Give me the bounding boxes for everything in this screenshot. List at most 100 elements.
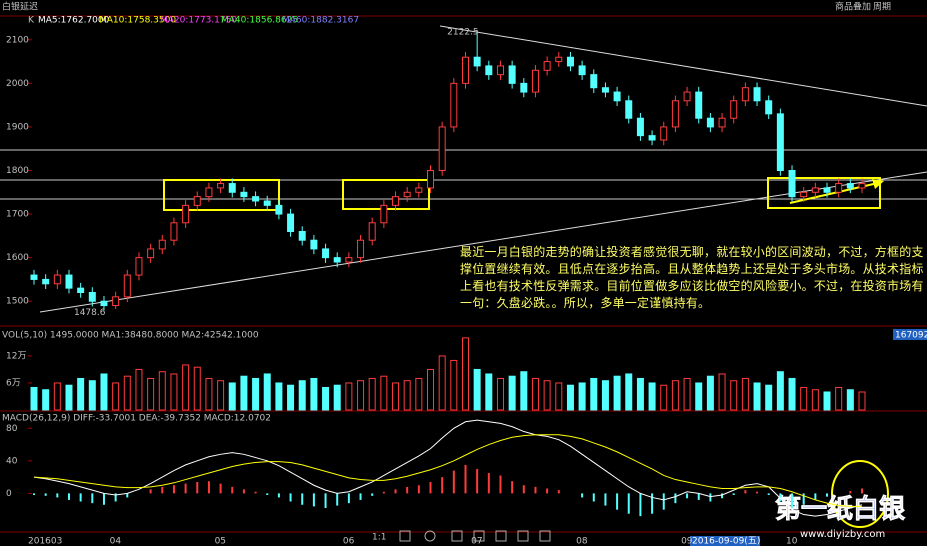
- trend-line: [439, 25, 927, 107]
- highlight-box: [163, 179, 280, 211]
- y-tick-label: 1700: [6, 210, 29, 220]
- volume-last: 167092.3: [895, 331, 927, 341]
- toolbar-zoom[interactable]: 1:1: [372, 533, 386, 543]
- tab[interactable]: 周期: [873, 2, 891, 13]
- x-tick-label: 10: [786, 537, 798, 546]
- candle-body: [858, 183, 866, 189]
- macd-diff: [33, 419, 863, 517]
- volume-bar: [613, 375, 621, 411]
- macd-header: MACD(26,12,9) DIFF:-33.7001 DEA:-39.7352…: [2, 414, 271, 424]
- volume-bar: [450, 359, 458, 411]
- volume-bar: [718, 373, 726, 411]
- volume-bar: [438, 355, 446, 411]
- x-tick-label: 201603: [28, 537, 62, 546]
- candle-body: [345, 257, 353, 263]
- candle-body: [706, 117, 714, 128]
- candle-body: [485, 65, 493, 76]
- candle-body: [380, 204, 388, 224]
- volume-bar: [427, 368, 435, 411]
- volume-bar: [531, 377, 539, 411]
- volume-bar: [730, 380, 738, 411]
- candle-body: [520, 82, 528, 93]
- candle-body: [77, 287, 85, 293]
- volume-bar: [112, 382, 120, 411]
- volume-bar: [753, 382, 761, 411]
- panel-tag: K: [28, 16, 35, 26]
- candle-body: [811, 187, 819, 193]
- volume-bar: [240, 375, 248, 411]
- y-tick-label: 40: [6, 456, 18, 466]
- volume-bar: [252, 377, 260, 411]
- volume-bar: [811, 389, 819, 411]
- volume-bar: [590, 377, 598, 411]
- volume-bar: [776, 371, 784, 411]
- candle-body: [65, 274, 73, 289]
- x-tick-label: 06: [343, 537, 355, 546]
- candle-body: [182, 204, 190, 224]
- volume-bar: [660, 384, 668, 411]
- x-tick-label: 07: [471, 537, 482, 546]
- annotation: 最近一月白银的走势的确让投资者感觉很无聊，就在较小的区间波动，不过，方框的支撑位…: [460, 245, 924, 310]
- ma-legend: MA20:1773.1750: [160, 16, 237, 26]
- candle-body: [100, 300, 108, 307]
- candle-body: [193, 196, 201, 206]
- volume-bar: [322, 386, 330, 411]
- volume-bar: [88, 380, 96, 411]
- y-tick-label: 1800: [6, 166, 29, 176]
- candle-body: [753, 87, 761, 102]
- volume-bar: [625, 373, 633, 411]
- volume-bar: [555, 382, 563, 411]
- candle-body: [730, 100, 738, 119]
- volume-bar: [170, 373, 178, 411]
- candle-body: [660, 126, 668, 141]
- candle-body: [205, 187, 213, 198]
- volume-bar: [287, 384, 295, 411]
- ma-legend: MA60:1882.3167: [282, 16, 359, 26]
- volume-bar: [695, 382, 703, 411]
- toolbar-icon[interactable]: [399, 530, 411, 542]
- candle-body: [158, 239, 166, 250]
- candle-body: [217, 183, 225, 189]
- candle-body: [298, 231, 306, 241]
- candle-body: [555, 56, 563, 63]
- candle-body: [461, 56, 469, 84]
- toolbar-icon[interactable]: [473, 530, 485, 542]
- volume-bar: [846, 389, 854, 411]
- candle-body: [30, 274, 38, 280]
- x-tick-label: 04: [110, 537, 122, 546]
- highlight-circle: [831, 460, 889, 528]
- volume-bar: [298, 380, 306, 411]
- volume-bar: [205, 377, 213, 411]
- toolbar-icon[interactable]: [495, 530, 507, 542]
- candle-body: [252, 196, 260, 202]
- toolbar-icon[interactable]: [517, 530, 529, 542]
- volume-bar: [415, 377, 423, 411]
- volume-bar: [135, 368, 143, 411]
- candle-body: [741, 87, 749, 102]
- candle-body: [147, 248, 155, 259]
- candle-body: [357, 239, 365, 259]
- candle-body: [823, 187, 831, 193]
- volume-bar: [461, 337, 469, 411]
- toolbar-icon[interactable]: [539, 530, 551, 542]
- toolbar-icon[interactable]: [451, 530, 463, 542]
- tab[interactable]: 商品叠加: [835, 1, 871, 13]
- candle-body: [543, 61, 551, 71]
- candle-body: [531, 69, 539, 93]
- candle-body: [438, 126, 446, 172]
- volume-bar: [683, 377, 691, 411]
- candle-body: [566, 56, 574, 67]
- candle-body: [590, 74, 598, 89]
- candle-body: [310, 239, 318, 250]
- volume-bar: [182, 364, 190, 411]
- candle-body: [88, 292, 96, 302]
- volume-bar: [508, 375, 516, 411]
- volume-bar: [123, 375, 131, 411]
- volume-bar: [520, 371, 528, 411]
- toolbar-icon[interactable]: [424, 530, 436, 542]
- y-tick-label: 1600: [6, 253, 29, 263]
- candle-body: [613, 91, 621, 102]
- cursor-date: 2016-09-09(五): [692, 537, 760, 546]
- volume-bar: [636, 377, 644, 411]
